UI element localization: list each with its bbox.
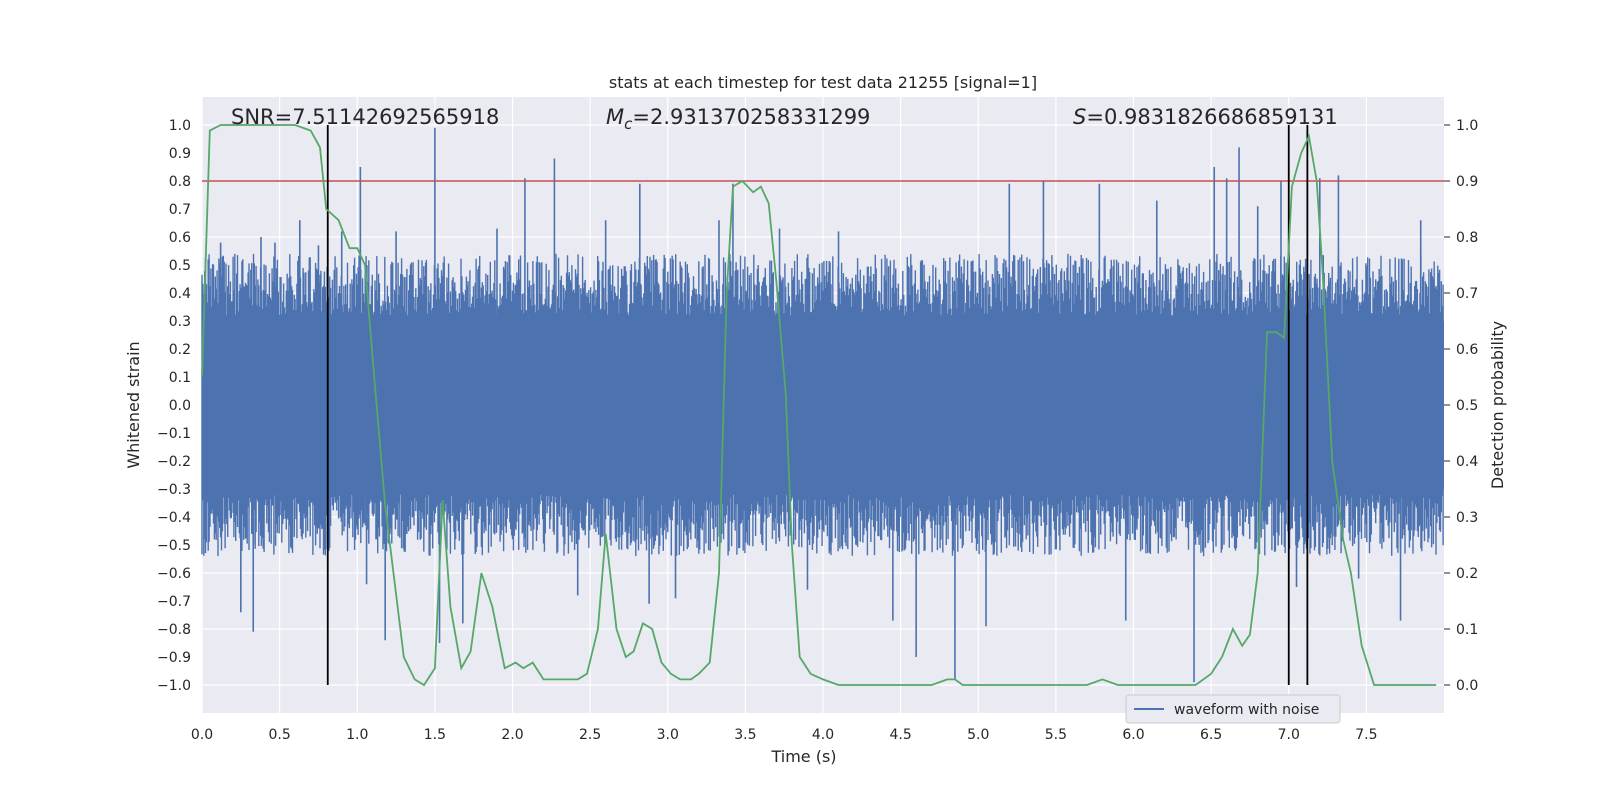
x-tick-label: 5.0 <box>967 727 989 743</box>
x-axis-ticks: 0.0 0.5 1.0 1.5 2.0 2.5 3.0 3.5 4.0 4.5 5.0 5.5 6.0 6… <box>191 727 1378 743</box>
y-right-tick-label: 0.0 <box>1456 678 1478 694</box>
probability-series <box>201 124 1437 687</box>
y-tick-label: 1.0 <box>169 118 191 134</box>
x-tick-label: 4.0 <box>812 727 834 743</box>
y-tick-label: 0.4 <box>169 286 191 302</box>
y-tick-label: 0.1 <box>169 370 191 386</box>
x-axis-label: Time (s) <box>770 747 836 766</box>
chirp-mass-subscript: c <box>624 115 633 133</box>
y-tick-label: 0.5 <box>169 258 191 274</box>
s-annotation: S=0.9831826686859131 <box>1073 105 1338 129</box>
y-tick-label: −0.1 <box>157 426 191 442</box>
y-right-tick-label: 0.2 <box>1456 566 1478 582</box>
y-tick-label: −1.0 <box>157 678 191 694</box>
x-tick-label: 5.5 <box>1045 727 1067 743</box>
x-tick-label: 1.0 <box>346 727 368 743</box>
x-tick-label: 3.5 <box>734 727 756 743</box>
y-tick-label: −0.3 <box>157 482 191 498</box>
y-axis-right-ticks: 0.0 0.1 0.2 0.3 0.4 0.5 0.6 0.7 0.8 0.9 1.0 <box>1444 118 1478 694</box>
y-tick-label: 0.3 <box>169 314 191 330</box>
legend-box <box>1125 694 1341 724</box>
x-tick-label: 0.0 <box>191 727 213 743</box>
y-tick-label: −0.5 <box>157 538 191 554</box>
y-tick-label: −0.7 <box>157 594 191 610</box>
x-tick-label: 7.0 <box>1278 727 1300 743</box>
waveform-series <box>201 127 1444 683</box>
y-right-tick-label: 1.0 <box>1456 118 1478 134</box>
chirp-mass-value: =2.931370258331299 <box>632 105 870 129</box>
y-right-tick-label: 0.4 <box>1456 454 1478 470</box>
y-right-tick-label: 0.6 <box>1456 342 1478 358</box>
snr-annotation: SNR=7.51142692565918 <box>231 105 499 129</box>
y-right-tick-label: 0.5 <box>1456 398 1478 414</box>
y-tick-label: −0.9 <box>157 650 191 666</box>
y-axis-right-label: Detection probability <box>1488 321 1507 489</box>
y-right-tick-label: 0.8 <box>1456 230 1478 246</box>
x-tick-label: 2.5 <box>579 727 601 743</box>
y-right-tick-label: 0.7 <box>1456 286 1478 302</box>
x-tick-label: 4.5 <box>889 727 911 743</box>
x-tick-label: 1.5 <box>424 727 446 743</box>
chart-title: stats at each timestep for test data 212… <box>609 73 1037 92</box>
y-right-tick-label: 0.3 <box>1456 510 1478 526</box>
x-tick-label: 6.0 <box>1122 727 1144 743</box>
x-tick-label: 3.0 <box>657 727 679 743</box>
y-axis-ticks: −1.0 −0.9 −0.8 −0.7 −0.6 −0.5 −0.4 −0.3 −0.2 −0.1… <box>157 118 191 694</box>
vertical-markers <box>326 125 1309 685</box>
x-tick-label: 7.5 <box>1355 727 1377 743</box>
chirp-mass-annotation: Mc=2.931370258331299 <box>606 105 870 133</box>
y-tick-label: 0.8 <box>169 174 191 190</box>
legend: waveform with noise <box>1125 694 1341 724</box>
y-tick-label: −0.2 <box>157 454 191 470</box>
x-tick-label: 0.5 <box>268 727 290 743</box>
y-tick-label: 0.9 <box>169 146 191 162</box>
y-tick-label: −0.6 <box>157 566 191 582</box>
y-tick-label: 0.6 <box>169 230 191 246</box>
legend-label: waveform with noise <box>1174 702 1319 718</box>
x-tick-label: 2.0 <box>501 727 523 743</box>
chirp-mass-symbol: M <box>606 105 624 129</box>
s-symbol: S <box>1073 105 1086 129</box>
y-tick-label: 0.2 <box>169 342 191 358</box>
y-axis-label: Whitened strain <box>124 341 143 468</box>
y-tick-label: −0.8 <box>157 622 191 638</box>
y-tick-label: 0.0 <box>169 398 191 414</box>
y-right-tick-label: 0.9 <box>1456 174 1478 190</box>
s-value: =0.9831826686859131 <box>1086 105 1337 129</box>
waveform-core <box>202 321 1444 489</box>
y-tick-label: 0.7 <box>169 202 191 218</box>
y-right-tick-label: 0.1 <box>1456 622 1478 638</box>
y-tick-label: −0.4 <box>157 510 191 526</box>
x-tick-label: 6.5 <box>1200 727 1222 743</box>
